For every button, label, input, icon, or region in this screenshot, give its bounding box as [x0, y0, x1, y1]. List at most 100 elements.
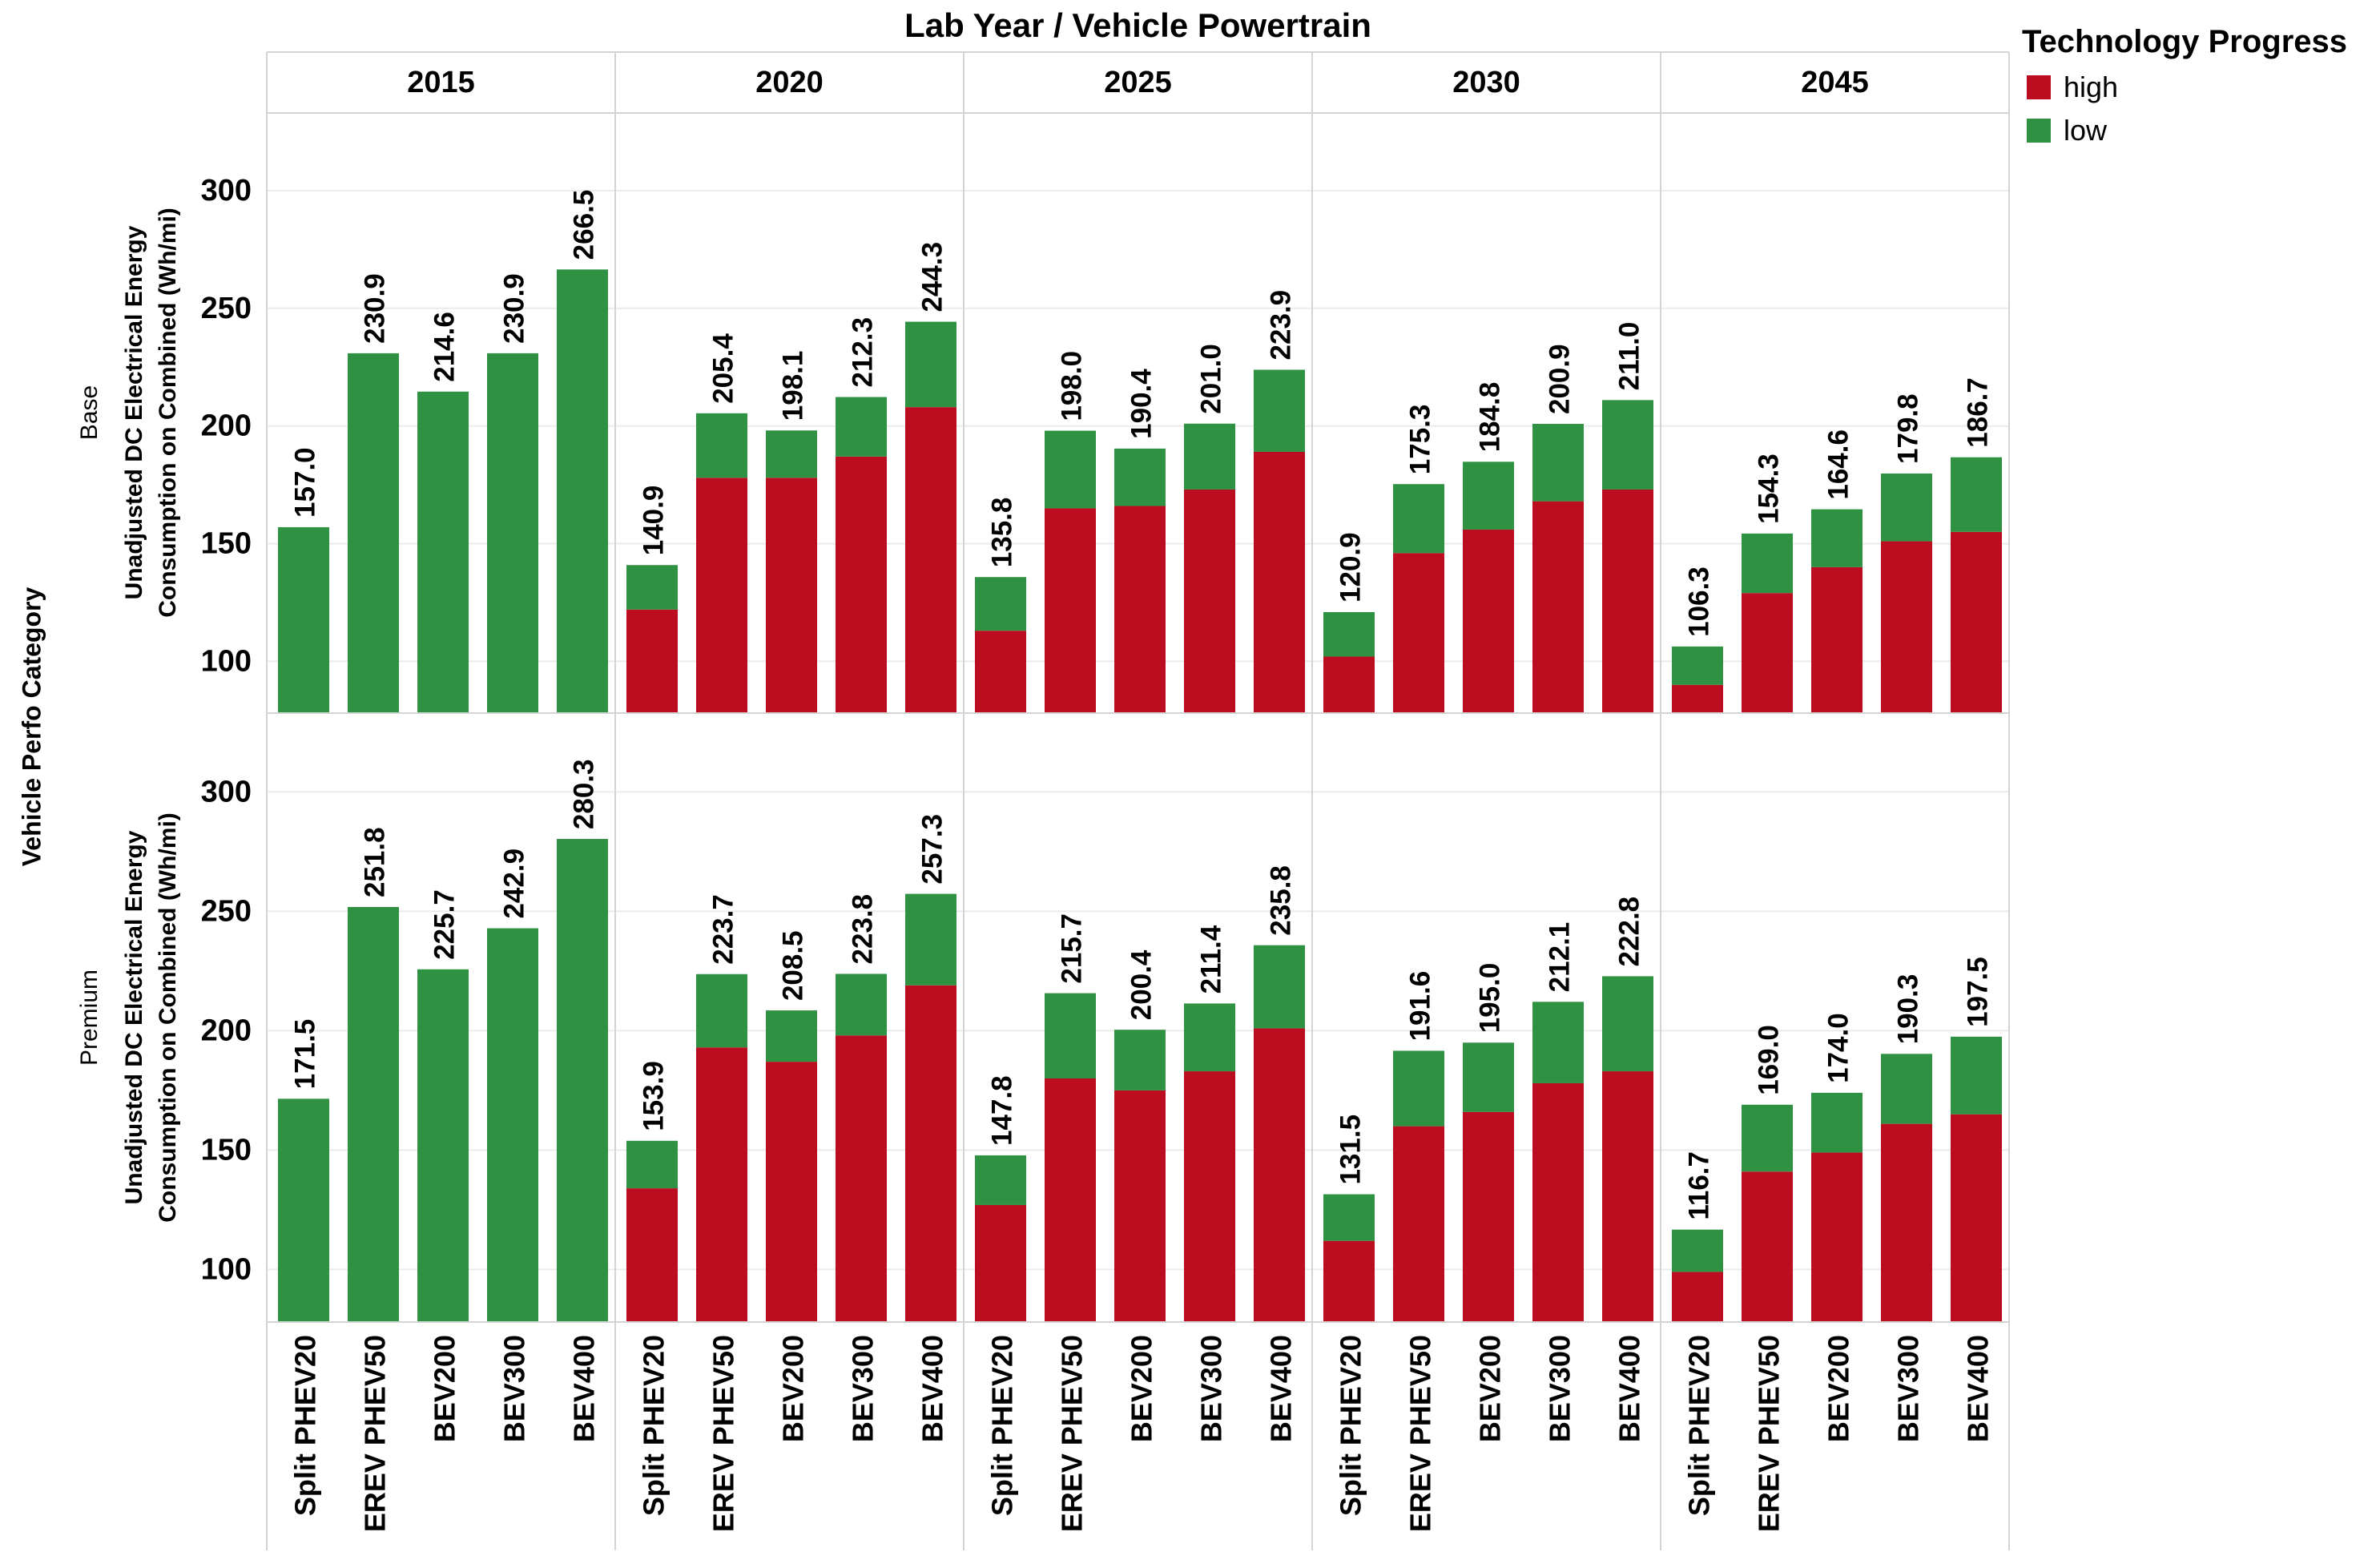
bar-segment-high[interactable]	[1114, 1090, 1166, 1322]
bar-segment-high[interactable]	[626, 609, 678, 713]
bar-segment-high[interactable]	[1323, 1240, 1375, 1322]
bar-segment-low[interactable]	[1184, 1003, 1235, 1072]
bar-segment-high[interactable]	[1045, 1078, 1096, 1322]
bar-segment-low[interactable]	[696, 413, 747, 478]
bar-segment-low[interactable]	[1881, 1054, 1932, 1124]
bar-segment-high[interactable]	[1951, 1114, 2002, 1322]
bar-segment-low[interactable]	[1532, 1002, 1584, 1083]
bar-value-label: 211.4	[1196, 925, 1227, 994]
bar-segment-low[interactable]	[766, 1010, 817, 1062]
bar-segment-low[interactable]	[1254, 369, 1305, 452]
bar-segment-high[interactable]	[1742, 1171, 1793, 1322]
bar-segment-low[interactable]	[1254, 945, 1305, 1029]
bar-segment-low[interactable]	[278, 1098, 329, 1322]
bar-segment-low[interactable]	[696, 974, 747, 1048]
bar-segment-high[interactable]	[1184, 489, 1235, 713]
bar-segment-high[interactable]	[1184, 1071, 1235, 1322]
bar-segment-low[interactable]	[836, 397, 887, 457]
bar-value-label: 244.3	[917, 242, 948, 312]
bar-segment-high[interactable]	[1532, 1082, 1584, 1322]
bar-segment-low[interactable]	[557, 269, 608, 713]
bar-segment-low[interactable]	[417, 969, 469, 1322]
bar-segment-low[interactable]	[417, 391, 469, 713]
bar-segment-low[interactable]	[905, 321, 956, 408]
bar-segment-high[interactable]	[1393, 553, 1444, 713]
bar-segment-low[interactable]	[1811, 509, 1863, 567]
bar-segment-high[interactable]	[836, 1035, 887, 1322]
bar-segment-high[interactable]	[1463, 529, 1514, 713]
bar-segment-high[interactable]	[766, 478, 817, 713]
bar-segment-low[interactable]	[1045, 430, 1096, 509]
year-header-2025: 2025	[1104, 66, 1172, 99]
bar-segment-high[interactable]	[1114, 506, 1166, 713]
bar-segment-low[interactable]	[348, 907, 399, 1322]
bar-value-label: 195.0	[1475, 963, 1506, 1034]
bar-segment-high[interactable]	[1672, 1272, 1723, 1322]
bar-segment-low[interactable]	[975, 577, 1026, 631]
bar-segment-low[interactable]	[1672, 1229, 1723, 1272]
bar-segment-low[interactable]	[1811, 1092, 1863, 1153]
bar-segment-high[interactable]	[1881, 541, 1932, 713]
bar-segment-low[interactable]	[1463, 1042, 1514, 1112]
bar-segment-low[interactable]	[1602, 400, 1653, 490]
bar-segment-high[interactable]	[1323, 656, 1375, 713]
bar-segment-high[interactable]	[1393, 1126, 1444, 1322]
bar-segment-high[interactable]	[975, 631, 1026, 713]
bar-segment-high[interactable]	[905, 407, 956, 713]
bar-segment-low[interactable]	[1114, 1030, 1166, 1090]
legend-item-low[interactable]: low	[2027, 114, 2107, 147]
bar-segment-high[interactable]	[1254, 451, 1305, 713]
bar-segment-low[interactable]	[1323, 1194, 1375, 1241]
y-tick-label: 250	[201, 292, 252, 325]
bar-segment-high[interactable]	[1532, 501, 1584, 713]
bar-segment-high[interactable]	[766, 1062, 817, 1322]
bar-segment-high[interactable]	[1254, 1028, 1305, 1322]
bar-segment-high[interactable]	[626, 1188, 678, 1322]
bar-segment-low[interactable]	[1951, 1036, 2002, 1115]
bar-segment-high[interactable]	[696, 478, 747, 713]
bar-segment-low[interactable]	[1393, 1050, 1444, 1127]
bar-segment-high[interactable]	[1602, 1071, 1653, 1322]
bar-segment-low[interactable]	[278, 526, 329, 713]
bar-segment-low[interactable]	[1742, 533, 1793, 594]
legend-item-high[interactable]: high	[2027, 71, 2118, 104]
bar-segment-high[interactable]	[1881, 1123, 1932, 1322]
bar-segment-low[interactable]	[1184, 423, 1235, 490]
bar-segment-low[interactable]	[487, 928, 538, 1322]
bar-segment-high[interactable]	[696, 1047, 747, 1322]
bar-segment-high[interactable]	[1672, 684, 1723, 713]
bar-segment-high[interactable]	[1045, 508, 1096, 713]
bar-segment-high[interactable]	[975, 1204, 1026, 1322]
bar-segment-low[interactable]	[1532, 424, 1584, 502]
bar-segment-high[interactable]	[1742, 593, 1793, 713]
legend-swatch-high	[2027, 75, 2051, 99]
bar-segment-low[interactable]	[348, 353, 399, 713]
bar-segment-high[interactable]	[1463, 1111, 1514, 1322]
bar-value-label: 190.4	[1126, 369, 1158, 439]
bar-segment-low[interactable]	[1881, 473, 1932, 542]
bar-segment-low[interactable]	[1602, 976, 1653, 1072]
bar-segment-high[interactable]	[836, 456, 887, 713]
bar-segment-low[interactable]	[626, 565, 678, 610]
bar-segment-low[interactable]	[626, 1140, 678, 1189]
bar-segment-low[interactable]	[1951, 457, 2002, 532]
bar-segment-low[interactable]	[766, 430, 817, 478]
bar-segment-low[interactable]	[1742, 1104, 1793, 1172]
bar-segment-low[interactable]	[487, 353, 538, 713]
bar-segment-low[interactable]	[1114, 448, 1166, 506]
bar-segment-low[interactable]	[905, 893, 956, 986]
bar-segment-low[interactable]	[1463, 462, 1514, 530]
bar-segment-low[interactable]	[1393, 484, 1444, 554]
x-category-label: BEV400	[568, 1335, 601, 1442]
bar-segment-low[interactable]	[557, 839, 608, 1322]
bar-segment-low[interactable]	[1045, 993, 1096, 1078]
bar-segment-high[interactable]	[905, 985, 956, 1322]
bar-segment-low[interactable]	[1323, 611, 1375, 657]
bar-segment-low[interactable]	[975, 1155, 1026, 1205]
bar-segment-low[interactable]	[1672, 646, 1723, 685]
bar-segment-high[interactable]	[1811, 1152, 1863, 1322]
bar-segment-low[interactable]	[836, 974, 887, 1036]
bar-segment-high[interactable]	[1951, 531, 2002, 713]
bar-segment-high[interactable]	[1602, 489, 1653, 713]
bar-segment-high[interactable]	[1811, 566, 1863, 713]
